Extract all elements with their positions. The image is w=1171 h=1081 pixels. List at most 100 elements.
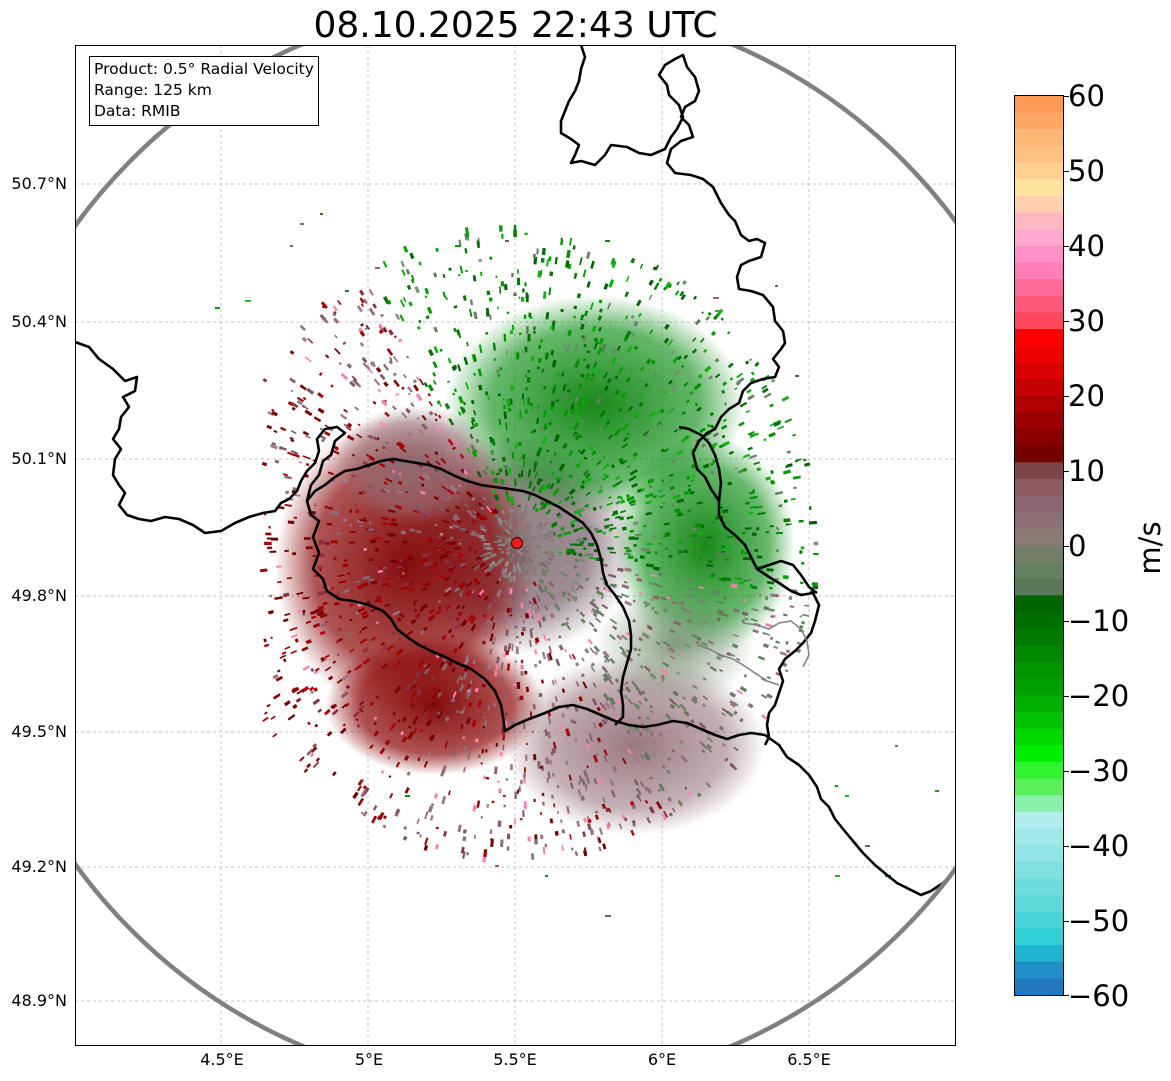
echo-speck bbox=[423, 664, 427, 668]
echo-speck bbox=[424, 287, 430, 295]
echo-speck bbox=[529, 538, 536, 543]
echo-speck bbox=[535, 559, 539, 563]
colorbar-segment bbox=[1015, 395, 1063, 413]
echo-speck bbox=[704, 365, 712, 373]
echo-speck bbox=[575, 463, 580, 468]
echo-speck bbox=[573, 315, 576, 319]
echo-speck bbox=[532, 253, 536, 259]
echo-speck bbox=[622, 650, 627, 654]
echo-speck bbox=[611, 425, 618, 432]
echo-speck bbox=[603, 517, 610, 522]
echo-speck bbox=[597, 610, 605, 617]
echo-speck bbox=[541, 651, 547, 660]
echo-speck bbox=[689, 490, 695, 495]
echo-speck bbox=[392, 711, 397, 716]
echo-speck bbox=[594, 810, 599, 814]
radar-map[interactable] bbox=[75, 45, 956, 1046]
echo-speck bbox=[465, 382, 470, 390]
echo-speck bbox=[770, 469, 774, 475]
echo-speck bbox=[736, 372, 743, 379]
echo-speck bbox=[548, 652, 553, 661]
echo-speck bbox=[765, 476, 771, 481]
echo-speck bbox=[430, 675, 436, 682]
echo-speck bbox=[457, 553, 466, 558]
echo-speck bbox=[282, 658, 287, 663]
echo-speck bbox=[778, 504, 783, 508]
echo-speck bbox=[387, 532, 396, 537]
echo-speck bbox=[298, 460, 303, 464]
colorbar-tick-mark bbox=[1064, 696, 1069, 697]
echo-speck bbox=[472, 553, 477, 558]
echo-speck bbox=[398, 338, 403, 343]
echo-speck bbox=[465, 581, 473, 588]
echo-speck bbox=[548, 287, 552, 296]
echo-speck bbox=[570, 476, 578, 484]
echo-speck bbox=[640, 366, 644, 371]
echo-speck bbox=[393, 660, 399, 665]
echo-speck bbox=[775, 531, 783, 535]
echo-speck bbox=[482, 579, 486, 583]
echo-speck bbox=[682, 280, 687, 285]
echo-speck bbox=[638, 591, 644, 596]
echo-speck bbox=[457, 273, 461, 277]
echo-speck bbox=[701, 749, 706, 754]
echo-speck bbox=[532, 581, 537, 587]
echo-speck bbox=[549, 818, 554, 824]
echo-speck bbox=[349, 380, 356, 388]
echo-speck bbox=[770, 614, 777, 618]
echo-speck bbox=[402, 540, 407, 544]
velocity-colorbar bbox=[1014, 95, 1064, 996]
echo-speck bbox=[306, 748, 314, 756]
echo-speck bbox=[554, 830, 559, 836]
radar-site-marker[interactable] bbox=[510, 536, 524, 550]
echo-speck bbox=[545, 875, 548, 877]
echo-speck bbox=[506, 607, 510, 613]
echo-speck bbox=[362, 658, 371, 665]
echo-speck bbox=[389, 722, 397, 731]
echo-speck bbox=[310, 667, 315, 673]
echo-speck bbox=[590, 662, 596, 667]
echo-speck bbox=[798, 519, 804, 523]
echo-speck bbox=[304, 409, 313, 417]
echo-speck bbox=[397, 617, 402, 622]
echo-speck bbox=[525, 686, 529, 693]
echo-speck bbox=[495, 865, 499, 867]
echo-speck bbox=[300, 223, 304, 225]
echo-speck bbox=[671, 807, 676, 813]
echo-speck bbox=[490, 616, 494, 622]
echo-speck bbox=[545, 312, 550, 320]
echo-speck bbox=[628, 499, 637, 505]
echo-speck bbox=[570, 719, 575, 723]
echo-speck bbox=[679, 739, 684, 745]
echo-speck bbox=[440, 768, 446, 777]
echo-speck bbox=[311, 615, 317, 620]
echo-speck bbox=[346, 362, 353, 369]
echo-speck bbox=[455, 329, 461, 335]
echo-speck bbox=[533, 330, 536, 334]
echo-speck bbox=[583, 456, 588, 461]
echo-speck bbox=[375, 448, 379, 452]
echo-speck bbox=[461, 565, 466, 569]
echo-speck bbox=[523, 801, 527, 809]
echo-speck bbox=[632, 451, 639, 458]
echo-speck bbox=[621, 459, 628, 465]
echo-speck bbox=[284, 612, 291, 617]
echo-speck bbox=[608, 573, 617, 579]
echo-speck bbox=[674, 508, 681, 513]
echo-speck bbox=[544, 757, 550, 765]
echo-speck bbox=[710, 424, 715, 429]
echo-speck bbox=[579, 611, 586, 618]
colorbar-segment bbox=[1015, 412, 1063, 430]
colorbar-tick-mark bbox=[1064, 396, 1069, 397]
echo-speck bbox=[750, 618, 758, 622]
echo-speck bbox=[706, 423, 712, 428]
echo-speck bbox=[694, 523, 702, 528]
echo-speck bbox=[503, 519, 509, 526]
echo-speck bbox=[628, 476, 635, 482]
colorbar-segment bbox=[1015, 978, 1063, 995]
echo-speck bbox=[520, 565, 524, 572]
echo-speck bbox=[507, 833, 511, 840]
echo-speck bbox=[383, 481, 388, 486]
echo-speck bbox=[586, 476, 593, 483]
echo-speck bbox=[708, 375, 713, 380]
